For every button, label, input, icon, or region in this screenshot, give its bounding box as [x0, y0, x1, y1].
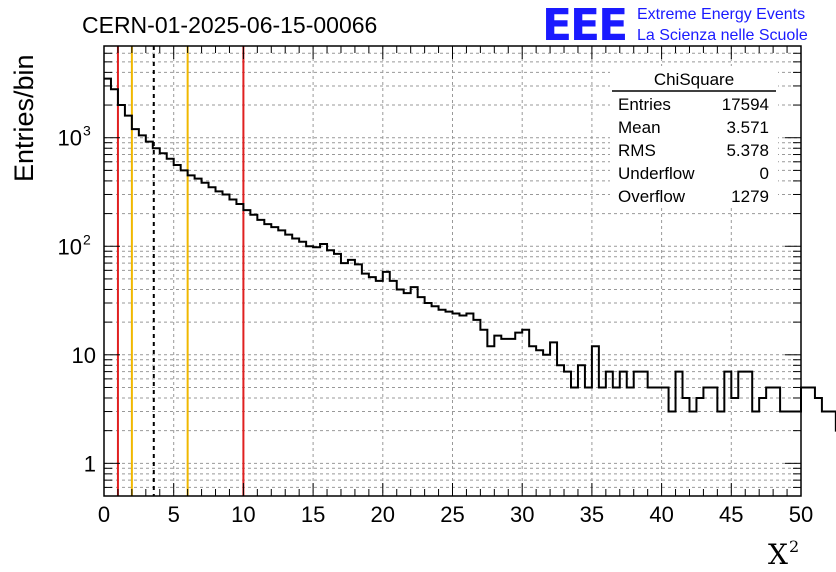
y-tick-label-base: 1: [84, 451, 96, 476]
stats-row-label: Entries: [618, 95, 671, 114]
x-axis-label: X: [768, 538, 788, 571]
stats-row-value: 5.378: [726, 141, 769, 160]
stats-box-background: [610, 66, 778, 208]
stats-row-value: 3.571: [726, 118, 769, 137]
x-tick-label: 50: [789, 502, 813, 527]
x-tick-label: 25: [440, 502, 464, 527]
stats-box-title: ChiSquare: [654, 70, 734, 89]
x-tick-label: 30: [510, 502, 534, 527]
x-tick-label: 20: [371, 502, 395, 527]
stats-row-label: Overflow: [618, 187, 686, 206]
stats-row-value: 1279: [731, 187, 769, 206]
chart-title: CERN-01-2025-06-15-00066: [82, 12, 377, 38]
y-tick-label: 10 3: [58, 123, 91, 151]
marker-lines: [116, 46, 245, 496]
logo-line2: La Scienza nelle Scuole: [637, 27, 808, 44]
logo-text: EEE: [542, 0, 626, 51]
y-tick-label-exponent: 3: [83, 123, 91, 139]
x-tick-label: 40: [649, 502, 673, 527]
y-tick-label: 10 2: [58, 231, 91, 259]
y-axis-label: Entries/bin: [9, 54, 39, 182]
x-tick-label: 10: [231, 502, 255, 527]
x-axis-label-superscript: 2: [789, 537, 799, 556]
eee-logo: EEE Extreme Energy Events La Scienza nel…: [542, 0, 808, 51]
x-tick-label: 45: [719, 502, 743, 527]
x-axis: 0 5 10 15 20 25 30 35 40 45 50: [98, 46, 813, 527]
grid: [104, 46, 801, 496]
y-tick-label-base: 10: [58, 126, 82, 151]
x-tick-label: 35: [580, 502, 604, 527]
x-tick-label: 0: [98, 502, 110, 527]
y-tick-label: 10: [72, 343, 96, 368]
stats-row-label: Mean: [618, 118, 661, 137]
y-tick-label: 1: [84, 451, 96, 476]
x-tick-label: 5: [168, 502, 180, 527]
stats-box: ChiSquare Entries 17594 Mean 3.571 RMS 5.378 U…: [610, 66, 778, 208]
stats-rows: Entries 17594 Mean 3.571 RMS 5.378 Underflow 0 O…: [618, 95, 769, 206]
x-tick-label: 15: [301, 502, 325, 527]
y-tick-label-base: 10: [72, 343, 96, 368]
y-tick-label-base: 10: [58, 234, 82, 259]
stats-row-label: Underflow: [618, 164, 695, 183]
stats-row-value: 17594: [722, 95, 769, 114]
y-tick-label-exponent: 2: [83, 231, 91, 247]
stats-row-value: 0: [760, 164, 769, 183]
histogram-series: [104, 77, 836, 432]
stats-row-label: RMS: [618, 141, 656, 160]
logo-line1: Extreme Energy Events: [637, 6, 805, 23]
